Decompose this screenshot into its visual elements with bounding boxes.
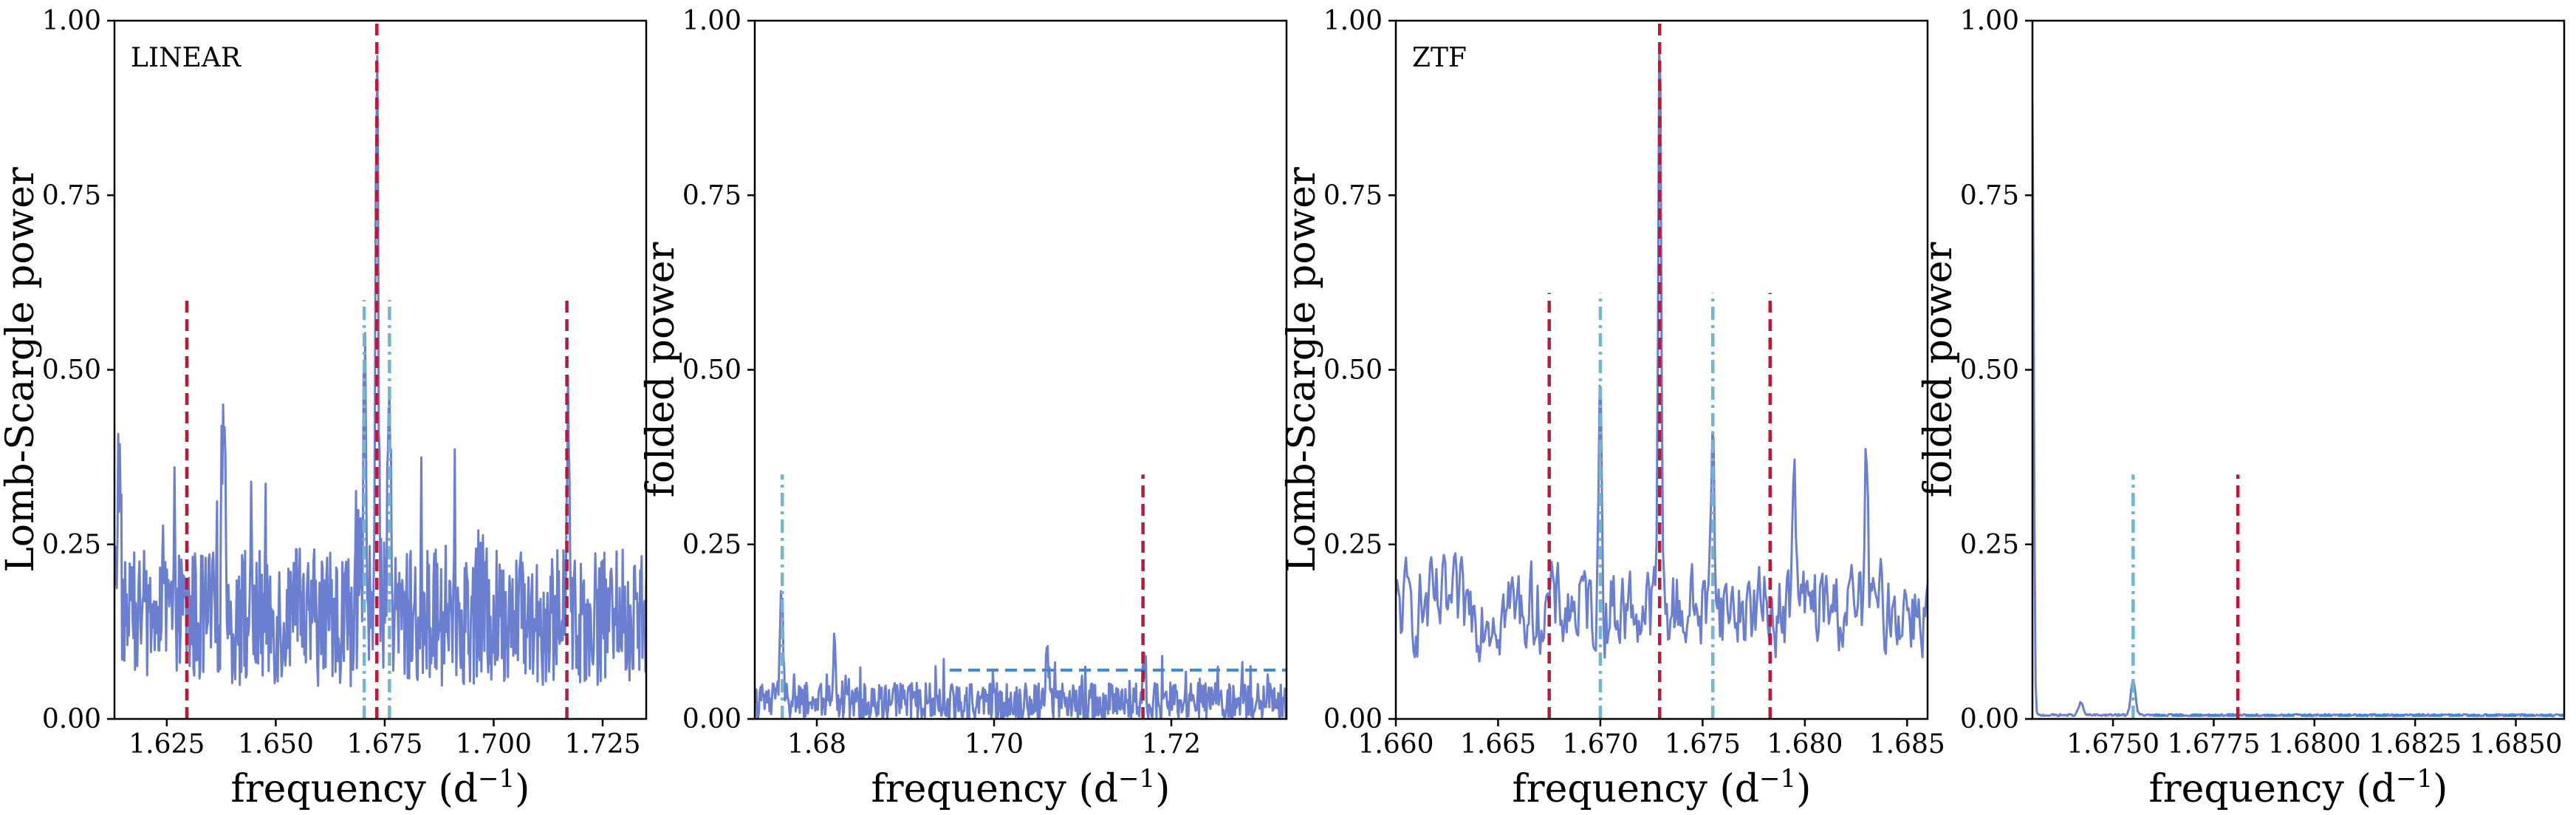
x-tick-label: 1.700	[456, 729, 532, 760]
y-axis-label: folded power	[1916, 242, 1961, 497]
y-tick-label: 0.00	[682, 704, 741, 734]
y-axis-label: Lomb-Scargle power	[0, 167, 43, 573]
y-tick-label: 0.50	[1323, 355, 1383, 386]
plot-area	[114, 21, 646, 719]
chart-panel-4: 1.6750 1.6775 1.6800 1.6825 1.6850 0.00 0.25 0.…	[1916, 6, 2566, 811]
x-tick-label: 1.72	[1142, 729, 1201, 760]
y-tick-label: 0.00	[1323, 704, 1383, 734]
spectrum-series	[2032, 103, 2564, 717]
axes-frame	[753, 19, 1288, 720]
plot-area	[1396, 21, 1928, 719]
chart-panel-2: 1.68 1.70 1.72 0.00 0.25 0.50 0.75 1.00 frequenc…	[639, 6, 1288, 811]
x-tick-label: 1.6800	[2268, 729, 2361, 760]
y-tick-label: 0.75	[1323, 180, 1383, 211]
x-tick-label: 1.670	[1562, 729, 1638, 760]
y-tick-label: 0.50	[42, 355, 101, 386]
chart-panel-1: 1.625 1.650 1.675 1.700 1.725 0.00 0.25 0.50 0.7…	[0, 6, 648, 811]
x-tick-label: 1.725	[564, 729, 640, 760]
panel-tag: ZTF	[1412, 43, 1467, 73]
spectrum-series	[755, 590, 1287, 719]
x-axis-label: frequency (d−1)	[1513, 764, 1812, 811]
y-tick-label: 0.25	[42, 530, 101, 560]
spectrum-series	[114, 55, 646, 688]
y-tick-label: 0.25	[682, 530, 741, 560]
plot-area	[2032, 103, 2564, 719]
panel-tag: LINEAR	[131, 43, 242, 73]
x-axis-label: frequency (d−1)	[2149, 764, 2448, 811]
spectrum-series	[1396, 49, 1928, 663]
y-axis-label: Lomb-Scargle power	[1280, 167, 1324, 573]
x-tick-label: 1.685	[1869, 729, 1945, 760]
y-tick-label: 0.00	[1960, 704, 2019, 734]
y-tick-label: 1.00	[1323, 6, 1383, 36]
x-tick-label: 1.68	[787, 729, 846, 760]
y-tick-label: 0.75	[682, 180, 741, 211]
x-tick-label: 1.625	[129, 729, 205, 760]
axes-frame	[2031, 19, 2566, 720]
y-tick-label: 0.50	[1960, 355, 2019, 386]
x-tick-label: 1.660	[1357, 729, 1433, 760]
x-tick-label: 1.6750	[2066, 729, 2159, 760]
x-axis-label: frequency (d−1)	[871, 764, 1171, 811]
chart-panel-3: 1.660 1.665 1.670 1.675 1.680 1.685 0.00 0.25 0.…	[1280, 6, 1945, 811]
y-tick-label: 0.25	[1960, 530, 2019, 560]
x-tick-label: 1.6775	[2167, 729, 2260, 760]
x-tick-label: 1.70	[965, 729, 1024, 760]
y-tick-label: 0.75	[42, 180, 101, 211]
y-tick-label: 0.00	[42, 704, 101, 734]
y-tick-label: 1.00	[42, 6, 101, 36]
x-axis-label: frequency (d−1)	[231, 764, 530, 811]
y-axis-label: folded power	[639, 242, 683, 497]
x-tick-label: 1.6825	[2368, 729, 2462, 760]
x-tick-label: 1.6850	[2470, 729, 2563, 760]
y-tick-label: 0.75	[1960, 180, 2019, 211]
x-tick-label: 1.680	[1767, 729, 1843, 760]
y-tick-label: 1.00	[682, 6, 741, 36]
y-tick-label: 0.25	[1323, 530, 1383, 560]
x-tick-label: 1.665	[1460, 729, 1536, 760]
y-tick-label: 1.00	[1960, 6, 2019, 36]
plot-area	[755, 474, 1287, 719]
x-tick-label: 1.675	[1665, 729, 1741, 760]
x-tick-label: 1.675	[346, 729, 422, 760]
y-tick-label: 0.50	[682, 355, 741, 386]
x-tick-label: 1.650	[238, 729, 314, 760]
